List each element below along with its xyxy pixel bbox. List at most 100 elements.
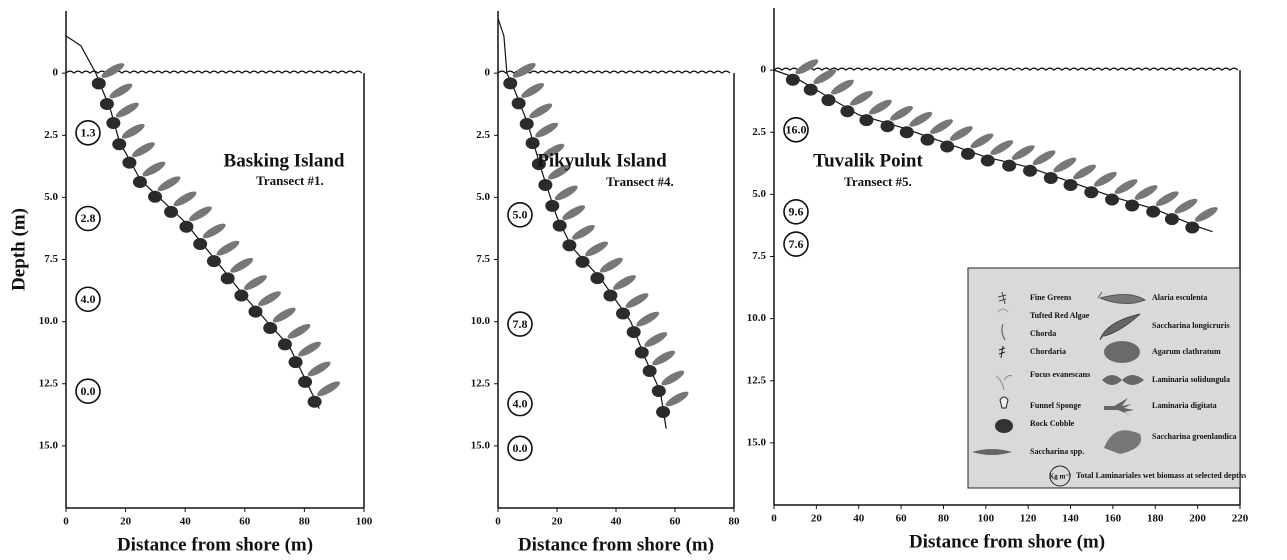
icon-saccharina-groenlandica [1104, 430, 1142, 454]
x-tick-label: 80 [938, 513, 950, 525]
biomass-marker [507, 311, 533, 337]
rock-cobble [603, 289, 618, 302]
rock-cobble [1023, 164, 1038, 177]
rock-cobble [132, 175, 147, 188]
x-tick-label: 20 [552, 516, 564, 528]
biomass-label: 0.0 [513, 441, 528, 455]
kelp [101, 63, 125, 78]
x-tick-label: 20 [120, 516, 132, 528]
rock-cobble [803, 83, 818, 96]
biomass-marker [507, 435, 533, 462]
icon-chorda [1001, 323, 1006, 341]
x-tick-label: 40 [853, 513, 865, 525]
kelp [307, 361, 331, 377]
y-tick-label: 2.5 [44, 129, 58, 141]
rock-cobble [511, 97, 526, 110]
rock-cobble [960, 147, 975, 160]
kelp [109, 83, 133, 99]
rock-cobble [859, 114, 874, 127]
rock-cobble [590, 272, 605, 285]
kelp [1174, 198, 1198, 214]
biomass-label: 16.0 [786, 123, 807, 137]
rock-cobble [164, 205, 179, 218]
y-tick-label: 2.5 [476, 129, 490, 141]
kelp [652, 350, 676, 366]
kelp [173, 191, 197, 207]
kelp [121, 123, 145, 139]
rock-cobble [277, 338, 292, 351]
rock-cobble [651, 385, 666, 398]
y-tick-label: 7.5 [44, 253, 58, 265]
x-tick-label: 100 [978, 513, 995, 525]
rock-cobble [1063, 178, 1078, 191]
kelp [625, 293, 649, 308]
legend-label: Fine Greens [1030, 293, 1071, 302]
water-surface [497, 70, 731, 74]
icon-rock-cobble [995, 419, 1013, 433]
biomass-label: 7.8 [513, 317, 528, 331]
kelp [1053, 157, 1077, 173]
rock-cobble [538, 179, 553, 192]
panel-title: Pikyuluk Island [537, 150, 667, 171]
kelp [529, 103, 553, 119]
kelp [890, 105, 913, 121]
kelp [554, 185, 578, 201]
legend-label: Total Laminariales wet biomass at select… [1076, 471, 1246, 480]
y-tick-label: 12.5 [471, 377, 491, 389]
biomass-label: 5.0 [513, 208, 528, 222]
legend-label: Laminaria solidungula [1152, 375, 1230, 384]
rock-cobble [248, 305, 263, 318]
icon-laminaria-solidungula [1102, 375, 1144, 385]
y-tick-label: 12.5 [747, 374, 767, 386]
y-tick-label: 7.5 [752, 250, 766, 262]
x-tick-label: 40 [611, 516, 623, 528]
rock-cobble [634, 346, 649, 359]
rock-cobble [206, 255, 221, 268]
kelp [535, 122, 559, 138]
rock-cobble [1146, 205, 1161, 218]
kelp [612, 275, 636, 290]
panel-title: Basking Island [224, 150, 345, 171]
biomass-label: 1.3 [81, 126, 96, 140]
water-surface [773, 67, 1239, 71]
rock-cobble [1125, 199, 1140, 212]
icon-laminaria-digitata [1104, 398, 1134, 416]
y-tick-label: 15.0 [471, 439, 491, 451]
rock-cobble [1084, 186, 1099, 199]
legend-label: Alaria esculenta [1152, 293, 1207, 302]
rock-cobble [91, 77, 106, 90]
kelp [142, 161, 166, 177]
x-tick-label: 80 [299, 516, 311, 528]
legend-label: Saccharina groenlandica [1152, 432, 1237, 441]
y-tick-label: 10.0 [747, 312, 767, 324]
seabed-profile [65, 35, 320, 409]
legend-label: Saccharina spp. [1030, 447, 1084, 456]
rock-cobble [106, 117, 121, 130]
biomass-label: 4.0 [81, 292, 96, 306]
biomass-marker [783, 198, 809, 225]
x-tick-label: 100 [356, 516, 373, 528]
icon-agarum [1104, 341, 1140, 363]
rock-cobble [1043, 172, 1058, 185]
icon-fine-greens [997, 291, 1007, 305]
rock-cobble [980, 154, 995, 167]
icon-alaria [1097, 291, 1147, 304]
rock-cobble [626, 326, 641, 339]
kelp [1011, 145, 1035, 160]
kelp [216, 240, 240, 256]
kelp [571, 224, 595, 240]
rock-cobble [179, 220, 194, 233]
rock-cobble [531, 158, 546, 171]
icon-funnel-sponge [999, 396, 1009, 409]
icon-saccharina-longicruris [1099, 313, 1141, 341]
kelp [1073, 164, 1096, 180]
kelp [202, 223, 226, 239]
biomass-marker [783, 116, 809, 143]
rock-cobble [821, 94, 836, 107]
rock-cobble [920, 133, 935, 146]
rock-cobble [263, 322, 278, 335]
rock-cobble [525, 137, 540, 150]
kelp [665, 391, 689, 407]
rock-cobble [545, 199, 560, 212]
